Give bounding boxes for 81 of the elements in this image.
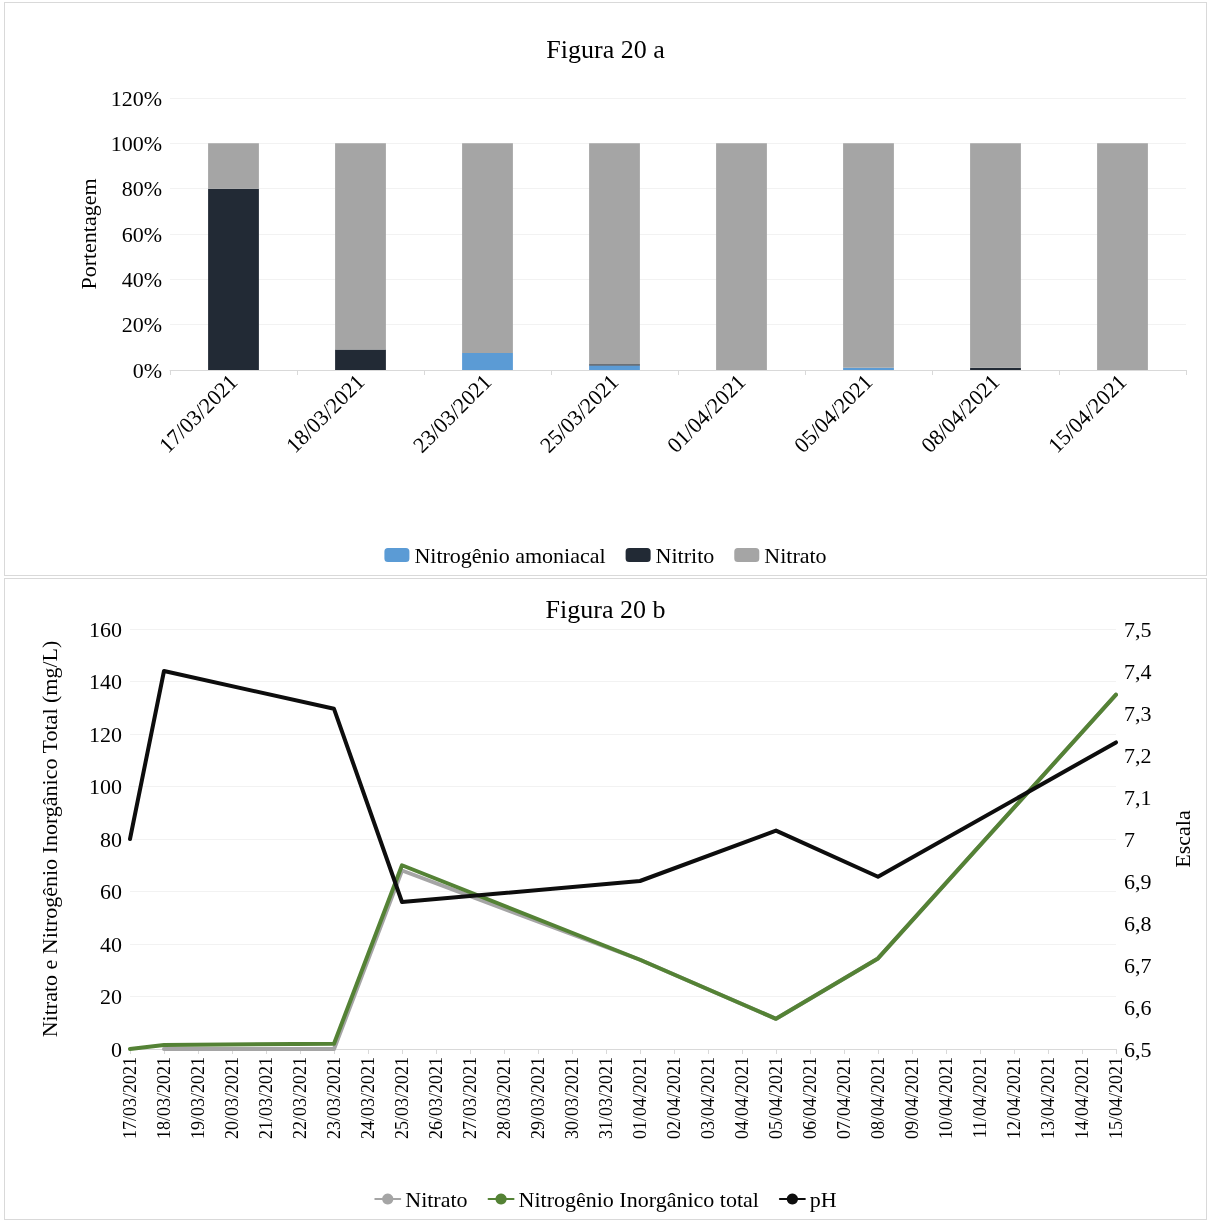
y2-tick-label: 7,4 — [1124, 658, 1152, 684]
legend-label: Nitrato — [405, 1186, 468, 1212]
x-tick-label: 17/03/2021 — [120, 1057, 140, 1140]
x-tick-label: 23/03/2021 — [324, 1057, 344, 1140]
x-tick-label: 09/04/2021 — [902, 1057, 922, 1140]
legend-label: Nitrito — [655, 542, 715, 568]
y2-tick-label: 7 — [1124, 826, 1135, 852]
chart-title: Figura 20 b — [545, 594, 666, 624]
x-tick-label: 12/04/2021 — [1004, 1057, 1024, 1140]
x-tick-label: 18/03/2021 — [154, 1057, 174, 1140]
bar — [462, 353, 513, 370]
y-tick-label: 100 — [89, 774, 122, 799]
bar — [589, 143, 640, 365]
y2-axis-title: Escala — [1169, 810, 1195, 868]
y-tick-label: 80% — [121, 176, 162, 202]
line-series — [128, 669, 1118, 904]
x-tick-label: 29/03/2021 — [528, 1057, 548, 1140]
x-tick-label: 04/04/2021 — [732, 1057, 752, 1140]
bar — [335, 143, 386, 350]
y-tick-label: 40% — [121, 266, 162, 292]
x-tick-label: 22/03/2021 — [290, 1057, 310, 1140]
y-tick-label: 120 — [89, 721, 122, 747]
y2-tick-label: 6,5 — [1124, 1036, 1152, 1062]
x-tick-label: 20/03/2021 — [222, 1057, 242, 1140]
y-tick-label: 80 — [100, 826, 122, 852]
bar — [462, 143, 513, 353]
x-tick-label: 13/04/2021 — [1038, 1057, 1058, 1140]
y2-tick-label: 6,9 — [1124, 868, 1152, 894]
y2-tick-label: 7,1 — [1124, 784, 1152, 810]
x-tick-label: 07/04/2021 — [834, 1057, 854, 1140]
x-tick-label: 05/04/2021 — [766, 1057, 786, 1140]
y-axis-title: Portentagem — [76, 178, 102, 290]
bar — [970, 143, 1021, 368]
y-tick-label: 20% — [121, 312, 162, 338]
y-tick-label: 100% — [110, 130, 162, 156]
legend-label: Nitrato — [764, 542, 827, 568]
bar — [335, 349, 386, 370]
x-tick-label: 10/04/2021 — [936, 1057, 956, 1140]
y2-tick-label: 7,2 — [1124, 742, 1152, 768]
x-tick-label: 15/04/2021 — [1106, 1057, 1126, 1140]
y2-tick-label: 6,6 — [1124, 994, 1152, 1020]
legend-label: Nitrogênio Inorgânico total — [518, 1186, 759, 1212]
x-tick-label: 19/03/2021 — [188, 1057, 208, 1140]
x-tick-label: 25/03/2021 — [392, 1057, 412, 1140]
bar — [843, 143, 894, 368]
y-tick-label: 60% — [121, 221, 162, 247]
y-tick-label: 0 — [111, 1036, 122, 1062]
y-tick-label: 60 — [100, 879, 122, 904]
bar — [716, 143, 767, 370]
y-tick-label: 0% — [132, 357, 162, 383]
y-tick-label: 120% — [110, 85, 162, 111]
x-tick-label: 27/03/2021 — [460, 1057, 480, 1140]
x-tick-label: 14/04/2021 — [1072, 1057, 1092, 1140]
x-tick-label: 06/04/2021 — [800, 1057, 820, 1140]
x-tick-label: 21/03/2021 — [256, 1057, 276, 1140]
bar — [1097, 143, 1148, 370]
legend-label: Nitrogênio amoniacal — [414, 542, 606, 568]
x-tick-label: 28/03/2021 — [494, 1057, 514, 1140]
x-tick-label: 01/04/2021 — [630, 1057, 650, 1140]
chart-title: Figura 20 a — [546, 34, 666, 64]
x-tick-label: 08/04/2021 — [868, 1057, 888, 1140]
y-tick-label: 160 — [89, 616, 122, 642]
bar — [208, 143, 259, 189]
bar — [589, 365, 640, 370]
x-tick-label: 02/04/2021 — [664, 1057, 684, 1140]
y2-tick-label: 7,3 — [1124, 700, 1152, 726]
bar — [208, 188, 259, 370]
y-tick-label: 140 — [89, 669, 122, 694]
y2-tick-label: 7,5 — [1124, 616, 1152, 642]
legend-label: pH — [809, 1186, 837, 1212]
y-tick-label: 20 — [100, 984, 122, 1009]
y2-tick-label: 6,8 — [1124, 910, 1152, 936]
x-tick-label: 11/04/2021 — [970, 1057, 990, 1139]
x-tick-label: 30/03/2021 — [562, 1057, 582, 1140]
x-tick-label: 24/03/2021 — [358, 1057, 378, 1140]
x-tick-label: 26/03/2021 — [426, 1057, 446, 1140]
x-tick-label: 31/03/2021 — [596, 1057, 616, 1140]
y-axis-title: Nitrato e Nitrogênio Inorgânico Total (mg/L) — [36, 640, 62, 1038]
x-tick-label: 03/04/2021 — [698, 1057, 718, 1140]
y-tick-label: 40 — [100, 931, 122, 957]
y2-tick-label: 6,7 — [1124, 952, 1152, 978]
